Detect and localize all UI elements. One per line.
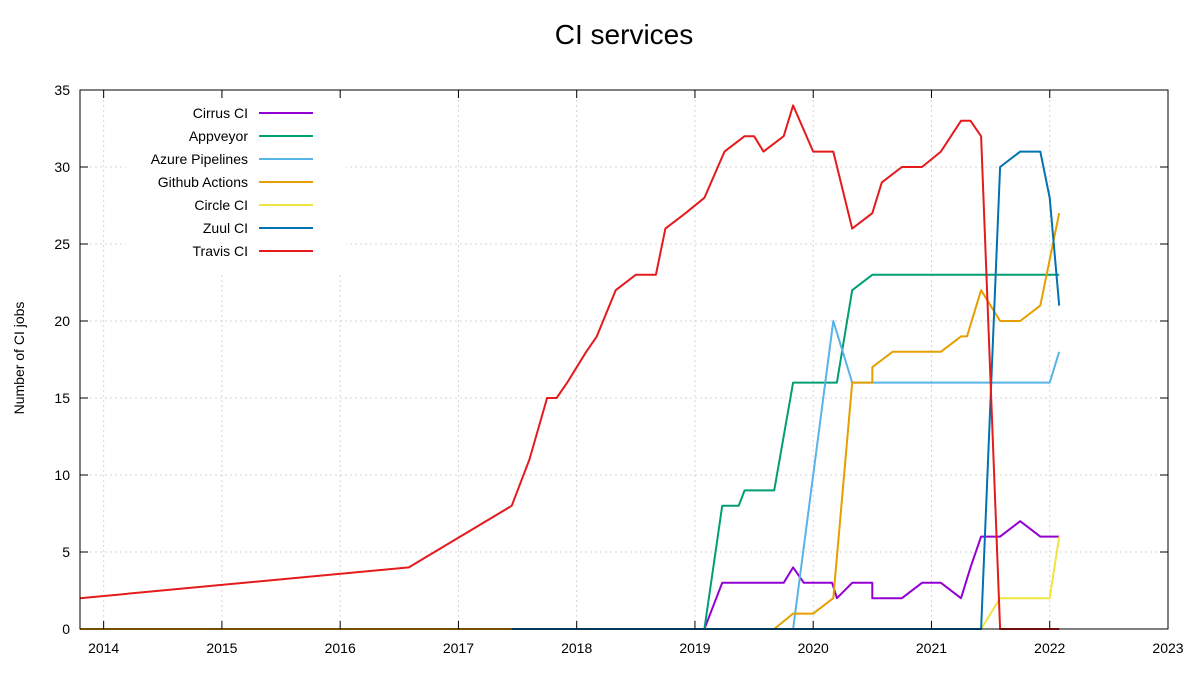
x-tick-label: 2015 bbox=[206, 640, 237, 656]
x-tick-label: 2020 bbox=[798, 640, 829, 656]
axis-ticks: 0 5 10 15 20 25 30 35 2014 2015 2016 2017 2018 2019 20… bbox=[54, 82, 1183, 656]
x-tick-label: 2018 bbox=[561, 640, 592, 656]
x-tick-label: 2019 bbox=[679, 640, 710, 656]
legend-label-appveyor: Appveyor bbox=[189, 128, 248, 144]
chart-title: CI services bbox=[555, 19, 693, 50]
series-line-cirrus-ci bbox=[511, 520, 1060, 630]
legend-background bbox=[126, 100, 346, 273]
y-tick-label: 15 bbox=[54, 390, 70, 406]
x-tick-label: 2021 bbox=[916, 640, 947, 656]
legend-label-travis-ci: Travis CI bbox=[193, 243, 248, 259]
y-tick-label: 5 bbox=[62, 544, 70, 560]
series-line-zuul-ci bbox=[511, 150, 1061, 630]
legend: Cirrus CI Appveyor Azure Pipelines Github A… bbox=[126, 100, 346, 273]
y-tick-label: 35 bbox=[54, 82, 70, 98]
series-line-github-actions bbox=[80, 212, 1061, 630]
y-tick-label: 30 bbox=[54, 159, 70, 175]
series-layer bbox=[79, 104, 1061, 630]
legend-label-github-actions: Github Actions bbox=[158, 174, 248, 190]
plot-frame bbox=[79, 89, 1169, 630]
y-axis-label: Number of CI jobs bbox=[11, 302, 27, 415]
x-tick-label: 2016 bbox=[325, 640, 356, 656]
y-tick-label: 20 bbox=[54, 313, 70, 329]
x-tick-label: 2022 bbox=[1034, 640, 1065, 656]
legend-label-cirrus-ci: Cirrus CI bbox=[193, 105, 248, 121]
y-tick-label: 25 bbox=[54, 236, 70, 252]
legend-label-azure-pipelines: Azure Pipelines bbox=[151, 151, 248, 167]
legend-label-zuul-ci: Zuul CI bbox=[203, 220, 248, 236]
series-line-travis-ci bbox=[79, 104, 1060, 630]
x-tick-label: 2014 bbox=[88, 640, 119, 656]
y-tick-label: 0 bbox=[62, 621, 70, 637]
x-tick-label: 2017 bbox=[443, 640, 474, 656]
legend-label-circle-ci: Circle CI bbox=[194, 197, 248, 213]
y-tick-label: 10 bbox=[54, 467, 70, 483]
x-tick-label: 2023 bbox=[1152, 640, 1183, 656]
series-line-appveyor bbox=[511, 273, 1060, 630]
